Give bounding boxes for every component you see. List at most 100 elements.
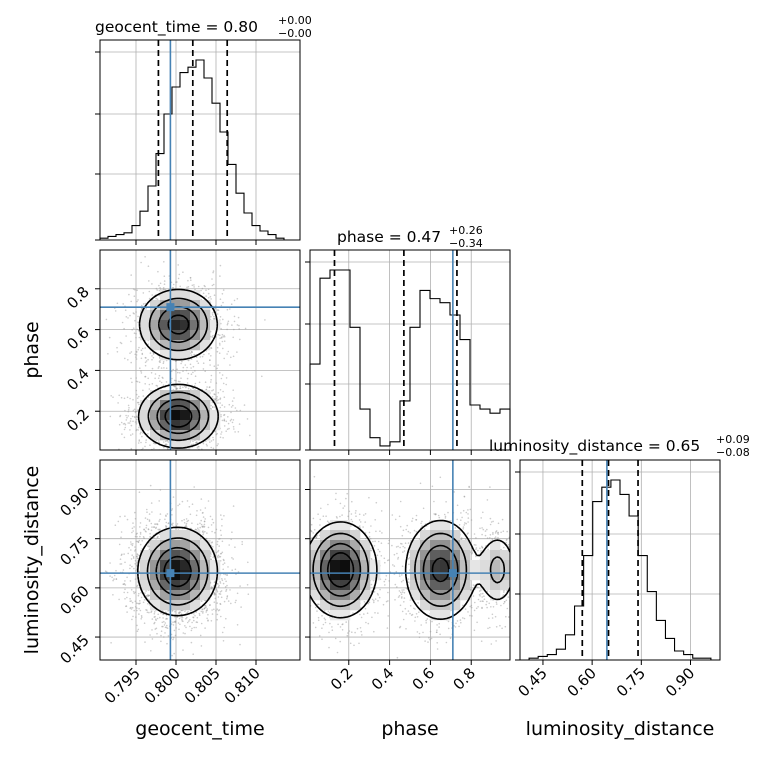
sample-point (234, 568, 237, 571)
sample-point (130, 543, 132, 545)
sample-point (135, 569, 137, 572)
sample-point (147, 433, 149, 435)
sample-point (192, 365, 195, 368)
sample-point (138, 426, 140, 429)
sample-point (221, 333, 224, 336)
sample-point (236, 298, 239, 300)
sample-point (123, 553, 125, 555)
sample-point (155, 451, 157, 453)
sample-point (109, 415, 112, 418)
sample-point (213, 608, 215, 611)
sample-point (163, 275, 166, 278)
sample-point (198, 663, 200, 665)
sample-point (220, 431, 223, 433)
sample-point (147, 603, 149, 605)
sample-point (140, 596, 143, 599)
density-cell (160, 340, 171, 351)
sample-point (182, 649, 184, 651)
sample-point (171, 514, 173, 516)
panel-content (100, 460, 300, 665)
sample-point (125, 335, 127, 337)
sample-point (133, 609, 135, 612)
sample-point (189, 513, 192, 516)
sample-point (151, 526, 153, 528)
density-cell (180, 300, 191, 311)
sample-point (197, 362, 200, 365)
sample-point (217, 402, 219, 404)
sample-point (210, 404, 212, 407)
sample-point (132, 522, 134, 524)
sample-point (172, 283, 175, 286)
sample-point (215, 382, 218, 384)
sample-point (222, 289, 225, 291)
sample-point (223, 334, 225, 337)
sample-point (237, 316, 240, 319)
sample-point (146, 518, 149, 521)
sample-point (199, 634, 202, 637)
sample-point (127, 317, 129, 319)
sample-point (211, 613, 214, 615)
sample-point (190, 641, 193, 644)
sample-point (120, 396, 123, 399)
sample-point (144, 517, 147, 519)
sample-point (187, 372, 190, 375)
sample-point (209, 604, 211, 606)
sample-point (184, 625, 186, 627)
sample-point (239, 338, 241, 341)
sample-point (210, 451, 212, 453)
sample-point (140, 431, 142, 434)
sample-point (222, 336, 224, 338)
sample-point (109, 562, 111, 564)
sample-point (200, 519, 202, 522)
sample-point (211, 278, 213, 280)
sample-point (145, 609, 147, 611)
sample-point (223, 413, 226, 416)
sample-point (232, 419, 235, 421)
sample-point (217, 392, 220, 394)
sample-point (174, 634, 177, 637)
sample-point (133, 295, 136, 298)
sample-point (209, 386, 211, 388)
sample-point (139, 526, 141, 528)
sample-point (212, 436, 214, 439)
sample-point (120, 421, 123, 424)
sample-point (137, 299, 139, 301)
sample-point (144, 383, 146, 385)
sample-point (217, 609, 220, 612)
density-cell (170, 300, 181, 311)
sample-point (232, 355, 235, 358)
sample-point (246, 584, 249, 586)
sample-point (123, 582, 126, 585)
sample-point (212, 556, 214, 559)
sample-point (216, 540, 219, 543)
sample-point (227, 600, 230, 602)
sample-point (177, 371, 179, 374)
sample-point (144, 347, 146, 349)
sample-point (148, 611, 150, 614)
sample-point (136, 428, 138, 431)
sample-point (223, 419, 226, 422)
sample-point (162, 441, 165, 443)
sample-point (148, 545, 150, 547)
sample-point (172, 638, 174, 641)
sample-point (192, 440, 194, 443)
sample-point (216, 613, 219, 616)
sample-point (210, 440, 213, 442)
sample-point (234, 546, 236, 548)
sample-point (208, 353, 210, 355)
sample-point (172, 624, 175, 626)
sample-point (134, 511, 136, 514)
sample-point (134, 421, 137, 423)
sample-point (221, 525, 223, 527)
sample-point (193, 486, 195, 488)
sample-point (220, 336, 223, 339)
sample-point (131, 554, 133, 556)
sample-point (236, 409, 238, 412)
sample-point (138, 439, 141, 441)
sample-point (184, 632, 186, 635)
sample-point (223, 406, 226, 408)
sample-point (216, 309, 219, 311)
sample-point (219, 316, 222, 318)
sample-point (212, 283, 215, 286)
sample-point (161, 621, 164, 624)
